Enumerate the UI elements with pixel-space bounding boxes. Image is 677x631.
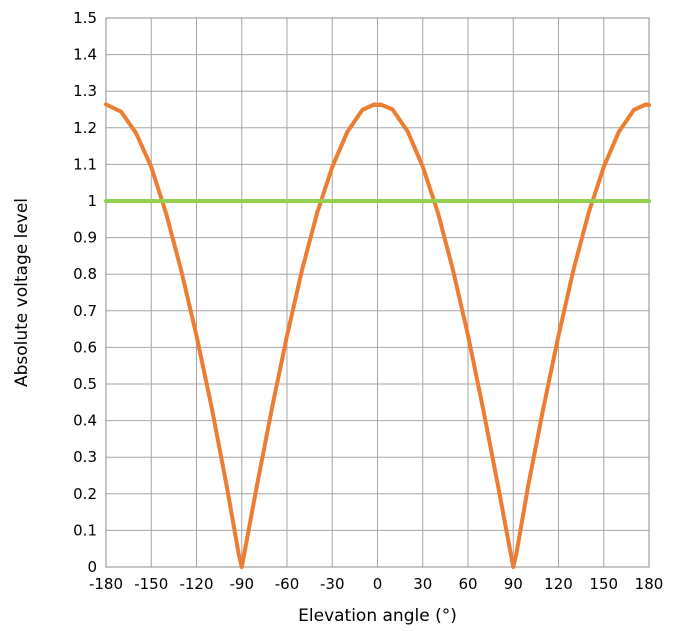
series-line-voltage [104,102,651,569]
y-tick-label: 0.1 [73,521,97,539]
x-tick-label: 60 [458,575,477,593]
y-tick-label: 0.7 [73,302,97,320]
x-tick-label: -30 [320,575,345,593]
x-tick-label: 180 [635,575,664,593]
y-tick-label: 1.1 [73,155,97,173]
y-tick-label: 0.2 [73,485,97,503]
y-tick-label: 0.4 [73,412,97,430]
y-tick-label: 0.8 [73,265,97,283]
x-tick-label: -180 [89,575,123,593]
x-tick-label: -150 [134,575,168,593]
y-tick-label: 0.3 [73,448,97,466]
x-axis-title: Elevation angle (°) [298,606,457,626]
y-tick-label: 0.9 [73,229,97,247]
y-tick-label: 1.4 [73,46,97,64]
x-tick-label: 0 [373,575,383,593]
x-tick-labels: -180 -150 -120 -90 -60 -30 0 30 60 90 120 150 180 [89,575,663,593]
x-tick-label: -120 [179,575,213,593]
plot-frame [105,17,650,568]
y-tick-label: 1 [87,192,97,210]
y-axis-title: Absolute voltage level [12,198,32,387]
y-tick-label: 1.2 [73,119,97,137]
series-group [104,102,651,569]
y-tick-label: 1.3 [73,82,97,100]
x-tick-label: 90 [504,575,523,593]
x-tick-label: 120 [544,575,573,593]
x-tick-label: -90 [230,575,255,593]
y-tick-label: 0.6 [73,338,97,356]
y-tick-label: 0.5 [73,375,97,393]
y-tick-labels: 0 0.1 0.2 0.3 0.4 0.5 0.6 0.7 0.8 0.9 1 1.1 1.2 1.3 1.… [73,9,97,576]
x-tick-label: 30 [413,575,432,593]
x-tick-label: -60 [275,575,300,593]
y-tick-label: 1.5 [73,9,97,27]
x-tick-label: 150 [589,575,618,593]
y-tick-label: 0 [87,558,97,576]
